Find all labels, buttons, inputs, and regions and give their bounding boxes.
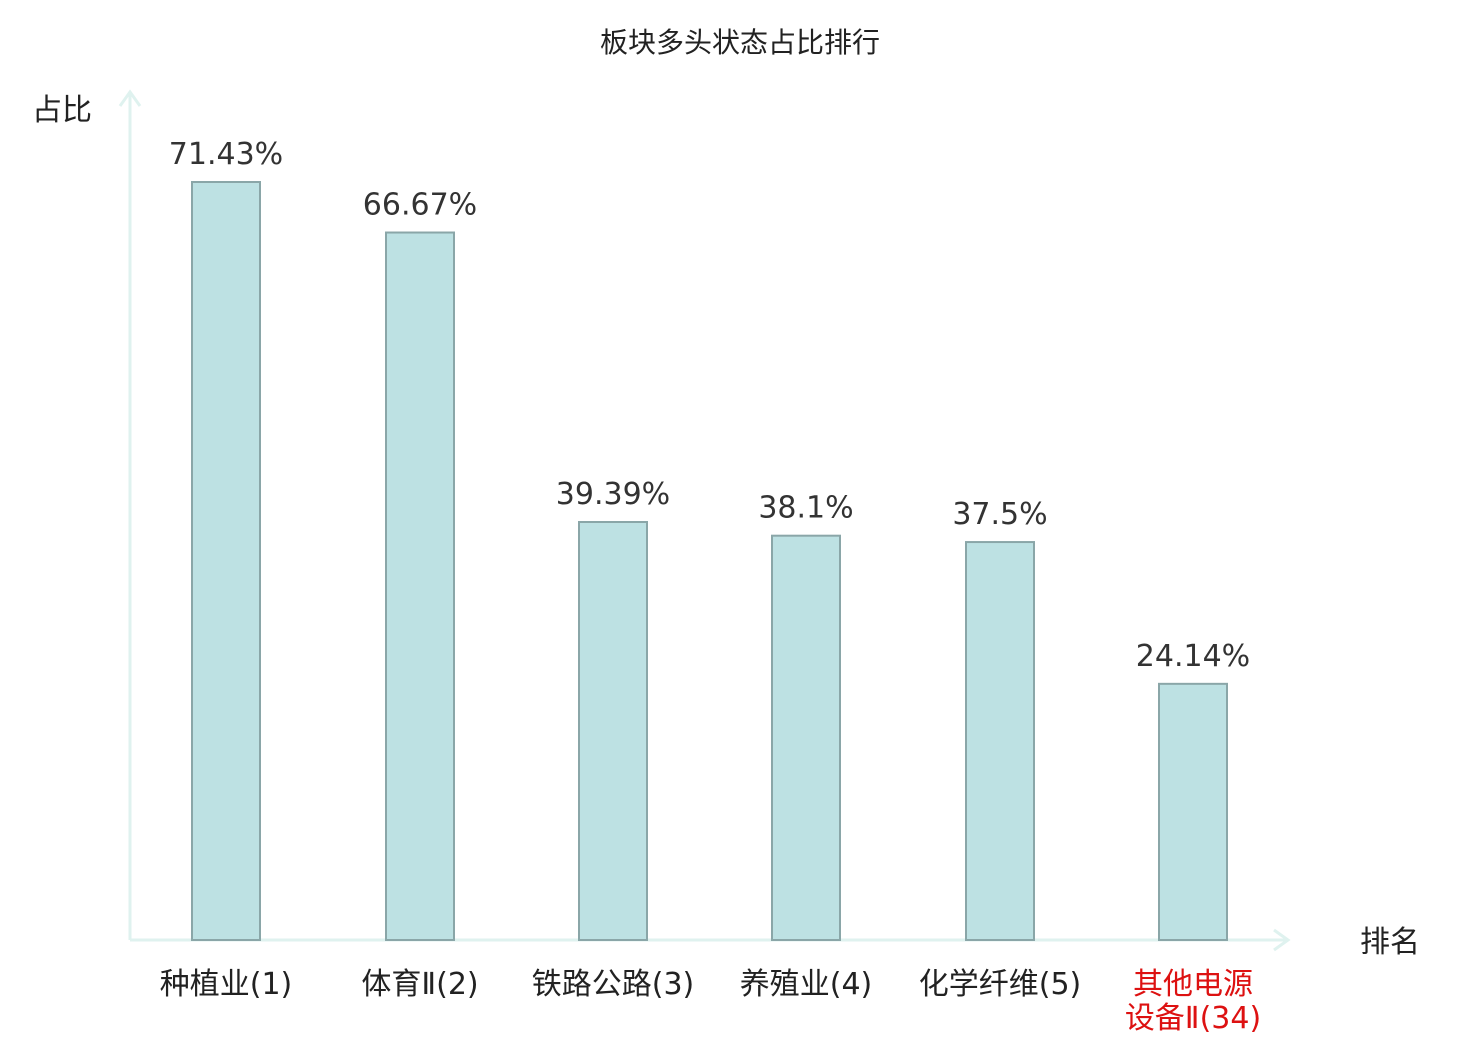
x-tick-labels-group: 种植业(1) 体育Ⅱ(2) 铁路公路(3) 养殖业(4) 化学纤维(5) 其他电源设备Ⅱ(… [160,967,1261,1036]
bar [385,231,455,942]
x-tick-label: 体育Ⅱ(2) [361,967,478,1002]
bar-value-label: 39.39% [556,477,670,512]
bar [578,521,648,942]
bar [965,541,1035,942]
x-tick-label: 化学纤维(5) [919,967,1082,1002]
axes [118,89,1291,952]
y-axis-arrow [118,89,142,107]
chart-title: 板块多头状态占比排行 [600,26,880,59]
y-axis-label: 占比 [32,93,92,128]
x-tick-label: 种植业(1) [160,967,293,1002]
bar [191,181,261,941]
bar-value-label: 37.5% [952,497,1047,532]
x-axis-label: 排名 [1360,925,1420,960]
bar-value-label: 38.1% [758,491,853,526]
x-tick-label: 铁路公路(3) [532,967,695,1002]
bar [1158,682,1228,941]
x-tick-label: 养殖业(4) [740,967,873,1002]
bar-value-label: 66.67% [363,188,477,223]
x-tick-label: 其他电源 [1133,967,1253,1002]
bars-group [191,181,1228,942]
value-labels-group: 71.43% 66.67% 39.39% 38.1% 37.5% 24.14% [169,137,1250,674]
bar-value-label: 24.14% [1136,639,1250,674]
x-tick-label: 设备Ⅱ(34) [1125,1001,1261,1036]
bar [771,534,841,941]
x-axis-arrow [1273,928,1291,952]
bar-value-label: 71.43% [169,137,283,172]
